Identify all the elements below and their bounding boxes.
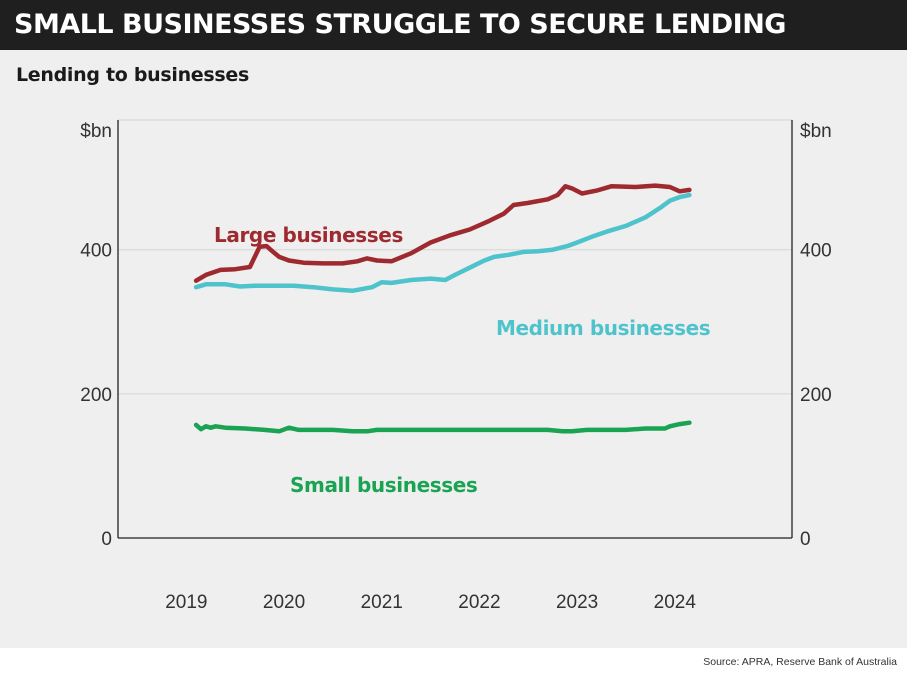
x-tick-2019: 2019 bbox=[165, 592, 207, 613]
y-tick-left-400: 400 bbox=[80, 241, 112, 262]
x-tick-2023: 2023 bbox=[556, 592, 598, 613]
y-tick-left-200: 200 bbox=[80, 385, 112, 406]
y-tick-right-400: 400 bbox=[800, 241, 832, 262]
series-label-small: Small businesses bbox=[290, 473, 477, 497]
y-unit-right: $bn bbox=[800, 121, 832, 142]
tick-labels: 0 0 200 200 400 400 $bn $bn 2019 2020 2021 2022 2023… bbox=[80, 121, 831, 613]
series-label-medium: Medium businesses bbox=[496, 316, 710, 340]
y-unit-left: $bn bbox=[80, 121, 112, 142]
series-labels: Large businesses Medium businesses Small b… bbox=[214, 223, 710, 497]
line-chart: 0 0 200 200 400 400 $bn $bn 2019 2020 2021 2022 2023… bbox=[0, 0, 907, 648]
source-note: Source: APRA, Reserve Bank of Australia bbox=[703, 656, 897, 668]
x-tick-2020: 2020 bbox=[263, 592, 305, 613]
x-tick-2024: 2024 bbox=[654, 592, 697, 613]
gridlines bbox=[118, 120, 792, 394]
y-tick-right-200: 200 bbox=[800, 385, 832, 406]
series-line-small bbox=[196, 423, 689, 432]
x-tick-2021: 2021 bbox=[361, 592, 403, 613]
x-tick-2022: 2022 bbox=[458, 592, 500, 613]
series-label-large: Large businesses bbox=[214, 223, 403, 247]
y-tick-right-0: 0 bbox=[800, 529, 811, 550]
y-tick-left-0: 0 bbox=[101, 529, 112, 550]
